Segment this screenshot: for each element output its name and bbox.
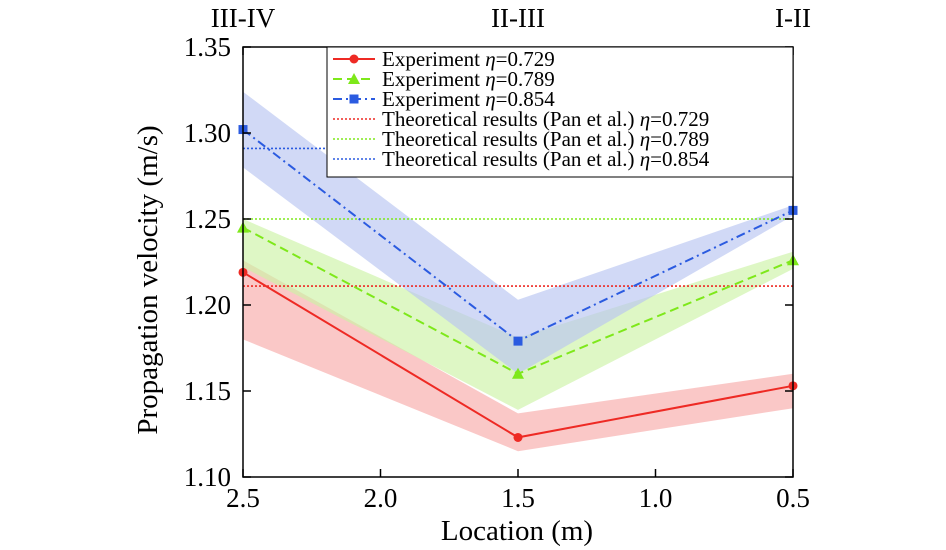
x-axis-title: Location (m): [441, 515, 593, 547]
uncertainty-band-2: [243, 91, 793, 374]
x-tick-label: 1.0: [639, 483, 673, 513]
legend-label-0: Experiment η=0.729: [382, 47, 555, 71]
legend-label-3: Theoretical results (Pan et al.) η=0.729: [382, 107, 709, 131]
legend-label-4: Theoretical results (Pan et al.) η=0.789: [382, 127, 709, 151]
plot-area: 1.10 1.15 1.20 1.25 1.30 1.35 2.5 2.0 1.5 1.0 0.5 I…: [184, 3, 811, 513]
legend-marker-1: [348, 73, 360, 84]
x-tick-label: 0.5: [776, 483, 810, 513]
y-axis-title: Propagation velocity (m/s): [132, 125, 164, 434]
region-label: III-IV: [211, 3, 276, 33]
data-point-0-1: [513, 432, 523, 442]
legend-label-2: Experiment η=0.854: [382, 87, 555, 111]
region-label: I-II: [775, 3, 811, 33]
y-tick-label: 1.30: [184, 118, 231, 148]
y-tick-label: 1.20: [184, 290, 231, 320]
region-label: II-III: [491, 3, 545, 33]
legend-marker-2: [349, 94, 359, 104]
x-tick-label: 2.5: [226, 483, 260, 513]
data-point-1-1: [512, 367, 524, 379]
y-tick-label: 1.10: [184, 462, 231, 492]
legend-box: [326, 46, 794, 178]
y-tick-label: 1.25: [184, 204, 231, 234]
legend-label-1: Experiment η=0.789: [382, 67, 555, 91]
x-tick-label: 1.5: [501, 483, 535, 513]
legend-marker-0: [349, 54, 359, 64]
y-tick-label: 1.35: [184, 32, 231, 62]
y-tick-label: 1.15: [184, 376, 231, 406]
x-tick-label: 2.0: [364, 483, 398, 513]
data-point-2-1: [513, 336, 523, 346]
uncertainty-band-0: [243, 260, 793, 452]
legend-label-5: Theoretical results (Pan et al.) η=0.854: [382, 147, 710, 171]
